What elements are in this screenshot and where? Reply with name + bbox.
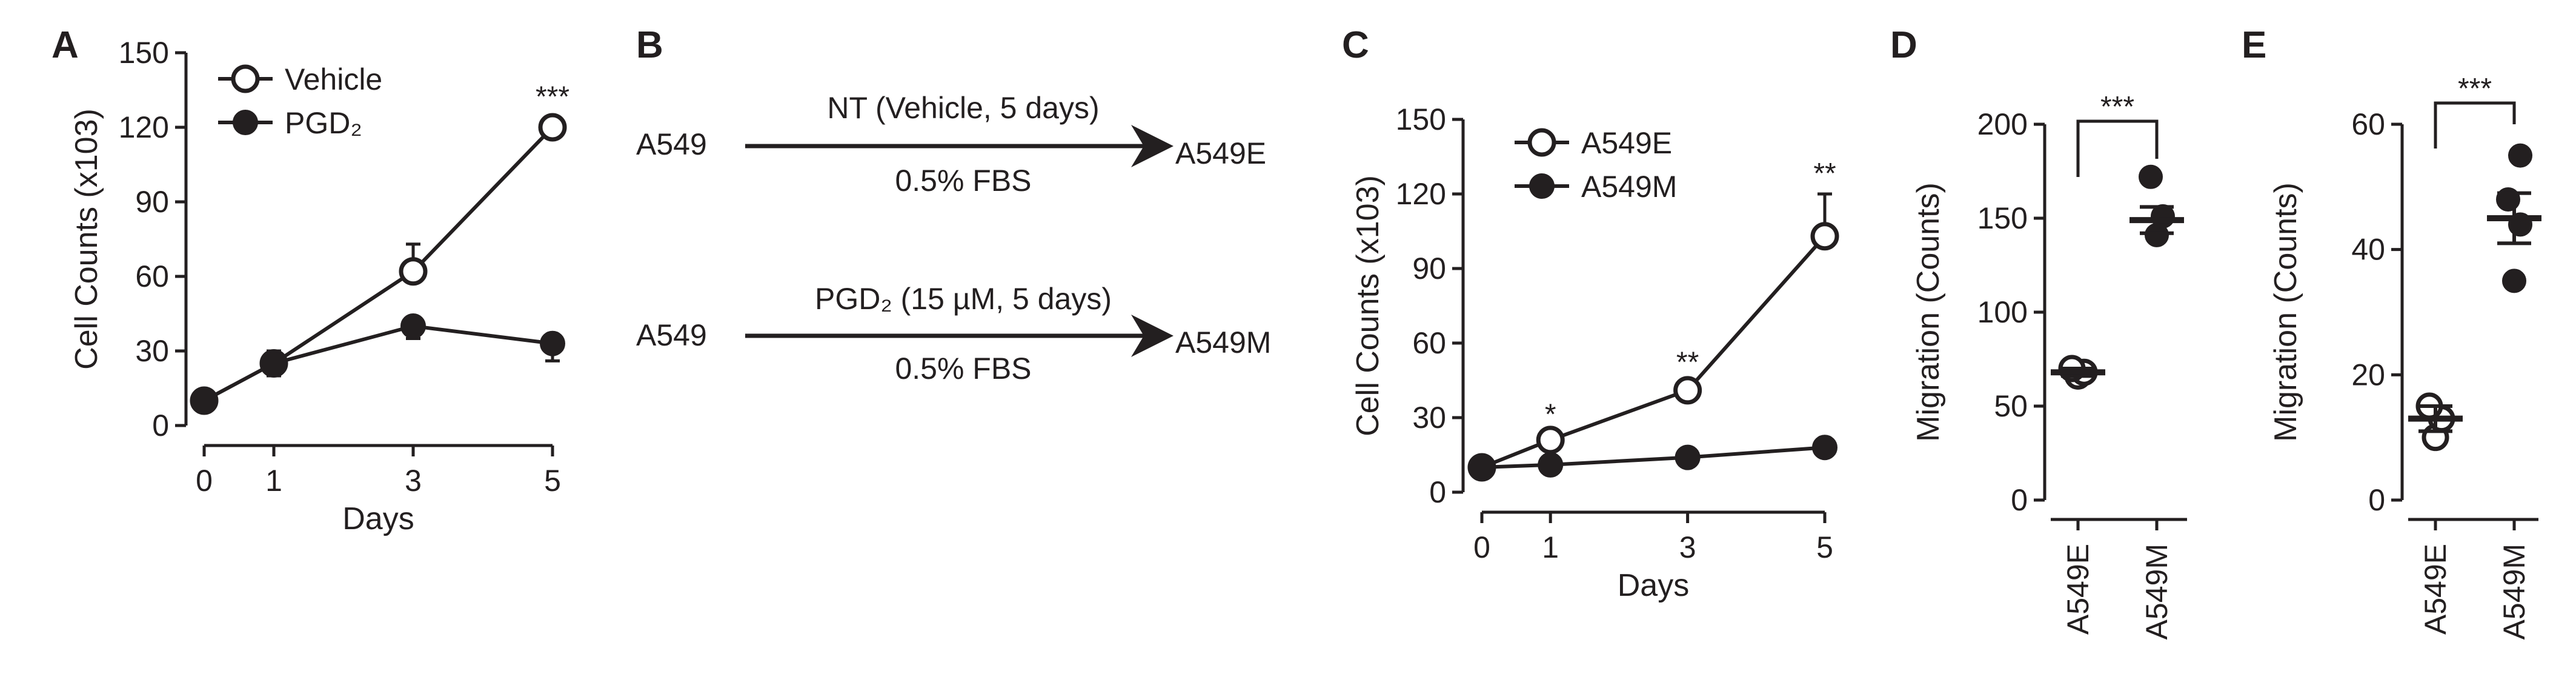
y-tick-label: 90: [1412, 252, 1446, 285]
legend-marker: [233, 110, 258, 135]
y-tick-label: 100: [1977, 295, 2028, 329]
data-point-a549m: [2139, 164, 2163, 189]
x-tick-label: 5: [1816, 530, 1833, 564]
x-category-label: A549E: [2061, 544, 2095, 635]
panel-letter-d: D: [1890, 24, 1917, 66]
x-tick-label: 1: [265, 464, 282, 498]
significance-stars: *: [1545, 399, 1556, 431]
data-point-1: [1538, 452, 1564, 478]
row2-medium-label: 0.5% FBS: [895, 352, 1031, 386]
legend-label: A549E: [1581, 126, 1672, 160]
x-tick-label: 3: [405, 464, 422, 498]
data-point-0: [1536, 426, 1565, 455]
data-point-a549m: [2508, 143, 2532, 168]
data-point-1: [1812, 435, 1837, 461]
x-tick-label: 0: [1473, 530, 1490, 564]
panel-c-line-chart: 0 30 60 90 120 150 0 1 3 5 Days Cell Counts (x103) *…: [1350, 102, 1839, 603]
x-axis-label: Days: [342, 501, 414, 536]
data-point-0: [1673, 376, 1702, 405]
data-point-1: [191, 388, 217, 413]
data-point-0: [538, 113, 567, 142]
y-tick-label: 0: [2368, 483, 2385, 517]
x-tick-label: 1: [1542, 530, 1559, 564]
panel-letter-e: E: [2242, 24, 2266, 66]
row2-treatment-label: PGD₂ (15 µM, 5 days): [815, 282, 1112, 316]
legend-marker: [1527, 128, 1556, 157]
significance-bracket: [2076, 119, 2159, 177]
data-point-0: [1810, 222, 1839, 251]
row2-end-label: A549M: [1175, 325, 1271, 359]
panel-letter-b: B: [636, 24, 663, 66]
panel-letter-c: C: [1342, 24, 1369, 66]
significance-bracket: [2434, 101, 2516, 149]
data-point-1: [1675, 444, 1701, 470]
series-line-1: [1481, 446, 1825, 469]
y-tick-label: 90: [135, 185, 169, 219]
significance-stars: ***: [536, 81, 569, 113]
x-category-label: A549M: [2497, 544, 2531, 639]
y-tick-label: 30: [135, 334, 169, 368]
legend-marker: [1529, 173, 1555, 199]
data-point-1: [261, 350, 287, 376]
y-tick-label: 0: [2011, 483, 2028, 517]
y-tick-label: 20: [2351, 358, 2385, 392]
y-tick-label: 60: [135, 259, 169, 293]
series-line-1: [203, 324, 553, 402]
x-category-label: A549E: [2418, 544, 2452, 635]
legend-label: PGD₂: [285, 106, 362, 140]
y-tick-label: 30: [1412, 401, 1446, 435]
y-tick-label: 120: [1396, 177, 1446, 211]
y-tick-label: 40: [2351, 233, 2385, 267]
y-tick-label: 50: [1994, 389, 2028, 423]
y-tick-label: 150: [119, 36, 169, 70]
significance-stars: **: [1813, 158, 1836, 190]
row1-start-label: A549: [636, 127, 707, 161]
panel-d-dot-plot: 0 50 100 150 200 Migration (Counts) A549E A549M…: [1911, 91, 2187, 639]
x-tick-label: 3: [1679, 530, 1696, 564]
y-axis-label: Migration (Counts): [2268, 182, 2303, 442]
y-tick-label: 120: [119, 110, 169, 144]
series-line-0: [203, 125, 554, 402]
legend-label: A549M: [1581, 170, 1677, 204]
y-tick-label: 0: [1429, 475, 1446, 509]
row1-treatment-label: NT (Vehicle, 5 days): [827, 91, 1099, 125]
panel-letter-a: A: [51, 24, 79, 66]
row2-start-label: A549: [636, 318, 707, 352]
x-tick-label: 0: [196, 464, 213, 498]
data-point-1: [1469, 455, 1495, 480]
row1-medium-label: 0.5% FBS: [895, 164, 1031, 198]
legend-marker: [231, 64, 260, 93]
x-category-label: A549M: [2140, 544, 2174, 639]
y-tick-label: 0: [152, 409, 169, 442]
significance-stars: **: [1676, 347, 1699, 379]
panel-b-schematic: A549 NT (Vehicle, 5 days) 0.5% FBS A549E…: [636, 91, 1271, 386]
x-axis-label: Days: [1618, 568, 1689, 603]
y-axis-label: Cell Counts (x103): [69, 108, 104, 370]
y-tick-label: 150: [1396, 102, 1446, 136]
row1-end-label: A549E: [1175, 136, 1266, 170]
significance-stars: ***: [2458, 73, 2492, 105]
data-point-a549m: [2502, 269, 2526, 293]
data-point-1: [540, 330, 565, 356]
data-point-1: [400, 313, 426, 339]
series-line-0: [1481, 235, 1827, 469]
legend-label: Vehicle: [285, 62, 382, 96]
y-axis-label: Migration (Counts): [1911, 182, 1946, 442]
y-tick-label: 60: [1412, 326, 1446, 360]
x-tick-label: 5: [544, 464, 561, 498]
y-axis-label: Cell Counts (x103): [1350, 175, 1386, 436]
y-tick-label: 150: [1977, 201, 2028, 235]
panel-e-dot-plot: 0 20 40 60 Migration (Counts) A549E A549M ***: [2268, 73, 2541, 639]
y-tick-label: 200: [1977, 107, 2028, 141]
data-point-0: [399, 257, 428, 286]
y-tick-label: 60: [2351, 107, 2385, 141]
significance-stars: ***: [2100, 91, 2134, 123]
panel-a-line-chart: 0 30 60 90 120 150 0 1 3 5 Days Cell Counts (x103) *…: [69, 36, 569, 536]
